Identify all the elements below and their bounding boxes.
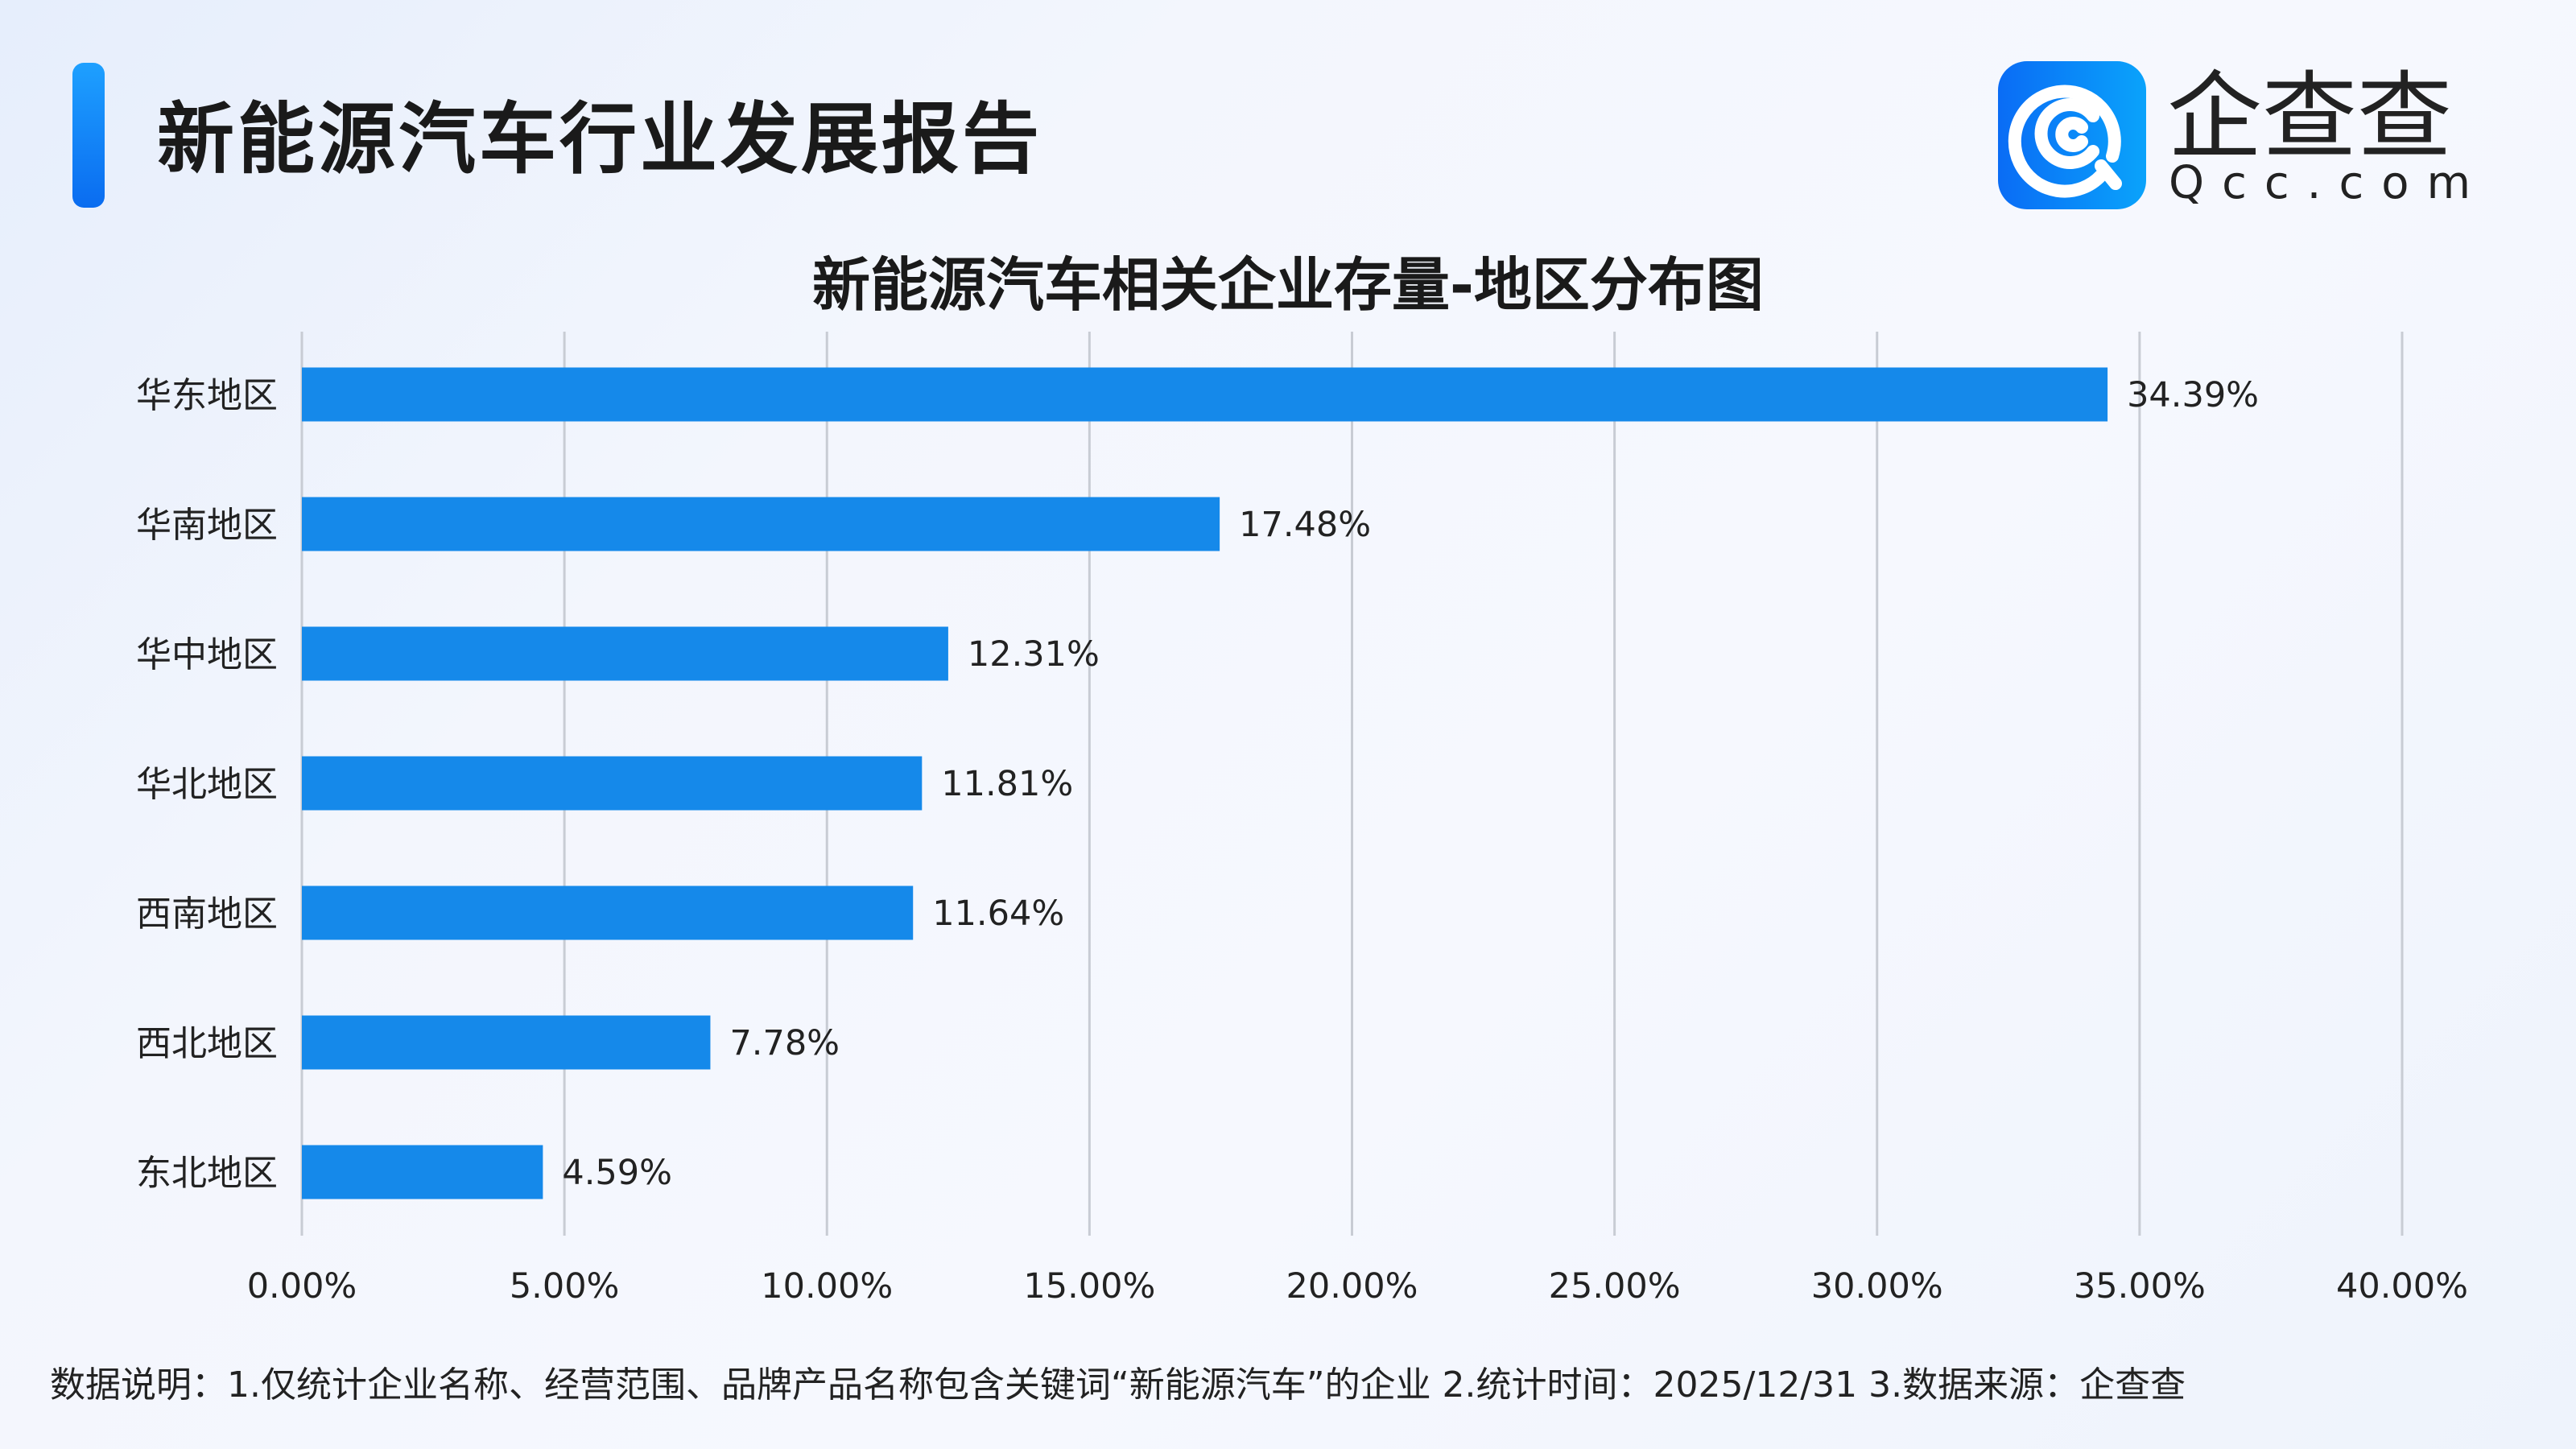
bar xyxy=(302,886,914,940)
category-label: 华北地区 xyxy=(136,764,278,805)
chart-title: 新能源汽车相关企业存量-地区分布图 xyxy=(812,251,1764,319)
logo: 企查查 Qcc.com xyxy=(1998,61,2471,211)
bar xyxy=(302,626,948,681)
data-label: 11.64% xyxy=(932,894,1064,934)
data-label: 34.39% xyxy=(2127,375,2259,415)
category-label: 华南地区 xyxy=(136,505,278,546)
bar xyxy=(302,497,1220,551)
logo-domain: Qcc.com xyxy=(2169,157,2470,209)
data-label: 11.81% xyxy=(941,764,1073,804)
data-label: 7.78% xyxy=(729,1023,840,1063)
bar xyxy=(302,367,2108,422)
bar xyxy=(302,1015,711,1070)
data-label: 12.31% xyxy=(968,634,1100,675)
x-tick-label: 0.00% xyxy=(247,1266,357,1307)
data-label: 17.48% xyxy=(1239,505,1371,545)
page-title: 新能源汽车行业发展报告 xyxy=(157,94,1042,184)
x-tick-label: 25.00% xyxy=(1549,1266,1681,1307)
x-tick-label: 15.00% xyxy=(1023,1266,1155,1307)
category-label: 华东地区 xyxy=(136,375,278,416)
x-tick-label: 35.00% xyxy=(2074,1266,2206,1307)
x-tick-label: 10.00% xyxy=(761,1266,893,1307)
data-label: 4.59% xyxy=(562,1153,672,1193)
category-label: 华中地区 xyxy=(136,634,278,675)
x-tick-label: 40.00% xyxy=(2336,1266,2468,1307)
category-label: 东北地区 xyxy=(136,1153,278,1194)
x-tick-label: 20.00% xyxy=(1286,1266,1418,1307)
category-label: 西北地区 xyxy=(136,1023,278,1064)
bar xyxy=(302,756,923,811)
category-label: 西南地区 xyxy=(136,894,278,935)
bar xyxy=(302,1145,543,1199)
accent-bar xyxy=(72,63,105,208)
x-tick-label: 5.00% xyxy=(510,1266,620,1307)
qcc-logo-icon: 企查查 Qcc.com xyxy=(1998,61,2471,209)
x-tick-label: 30.00% xyxy=(1811,1266,1943,1307)
footer-note: 数据说明：1.仅统计企业名称、经营范围、品牌产品名称包含关键词“新能源汽车”的企… xyxy=(50,1364,2186,1406)
logo-wordmark: 企查查 xyxy=(2167,61,2452,172)
